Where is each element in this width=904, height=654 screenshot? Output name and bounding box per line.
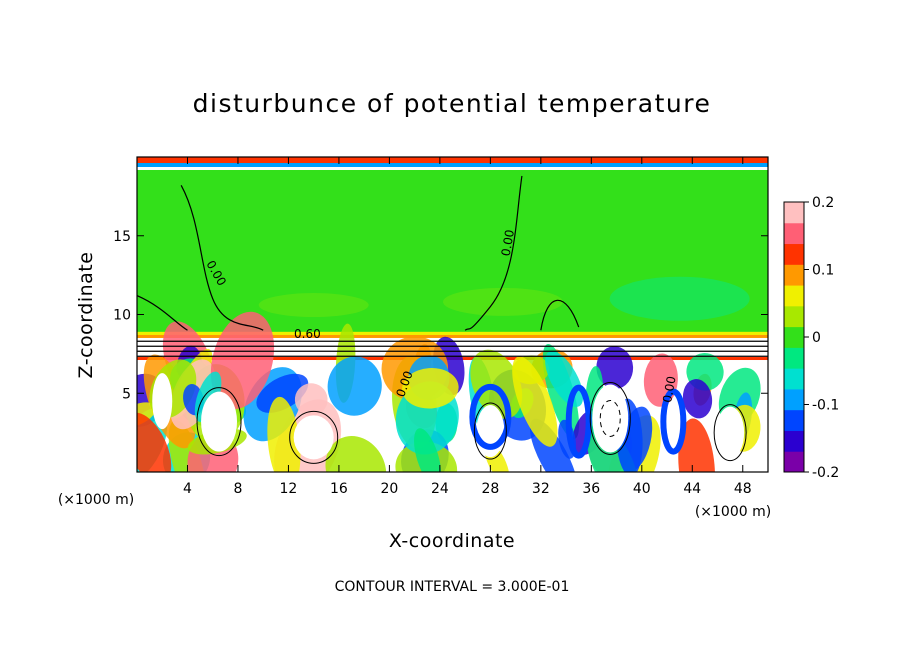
x-tick-label: 12 [280,481,298,497]
x-tick-label: 48 [734,481,752,497]
x-tick-label: 36 [582,481,600,497]
lower-blob [137,412,172,472]
colorbar-swatch [784,451,804,473]
colorbar-swatch [784,430,804,452]
lower-blob [678,418,715,472]
eddy-ring [565,384,592,459]
eddy-core [201,391,238,452]
contour-line [464,175,523,331]
contour-line [180,185,264,331]
field: 0.000.000.600.00 0.00 [137,157,768,472]
y-axis-label: Z-coordinate [75,252,97,379]
colorbar-swatch [784,347,804,369]
lower-blob [682,379,713,419]
colorbar-swatch [784,264,804,286]
lower-blob [470,349,523,419]
top-stripe [137,157,768,163]
x-tick-label: 8 [233,481,242,497]
upper-patch [609,276,750,321]
x-tick-label: 20 [380,481,398,497]
x-tick-label: 40 [633,481,651,497]
colorbar-swatch [784,243,804,265]
colorbar-tick-label: -0.1 [812,398,839,414]
colorbar-swatch [784,222,804,245]
contour-loop [289,410,339,464]
lower-blob [194,371,222,423]
contour-label: 0.00 [660,375,678,404]
lower-blob [327,356,382,416]
contour-loop [196,387,242,457]
eddy-core [716,406,745,459]
colorbar-swatch [784,202,804,224]
y-tick-label: 5 [122,386,131,402]
contour-loop [473,402,507,460]
eddy-core [152,373,173,430]
plot-area: 0.000.000.600.00 0.004 8 12 16 20 24 28 32 36 40 44… [113,156,769,497]
lower-blob [402,368,459,409]
chart-title: disturbunce of potential temperature [193,89,712,118]
colorbar-swatch [784,305,804,328]
colorbar-swatch [784,285,804,307]
x-tick-label: 4 [183,481,192,497]
top-stripe [137,163,768,167]
colorbar-tick-label: 0.2 [812,195,834,211]
eddy-core [293,415,334,460]
colorbar-tick-label: 0 [812,330,821,346]
lower-blob [414,428,442,472]
x-tick-label: 28 [481,481,499,497]
contour-loop [589,381,631,455]
x-unit-right: (×1000 m) [695,504,771,520]
x-unit-left: (×1000 m) [58,492,134,508]
upper-patch [442,287,563,316]
lower-blob [210,311,275,410]
y-tick-label: 15 [113,229,131,245]
contour-interval-note: CONTOUR INTERVAL = 3.000E-01 [335,579,570,595]
top-stripe [137,167,768,170]
contour-line [137,295,188,331]
contour-label: 0.60 [294,327,321,341]
colorbar-swatch [784,409,804,431]
eddy-ring [469,383,512,450]
x-tick-label: 24 [431,481,449,497]
eddy-core [592,384,629,453]
lower-blob [596,346,634,389]
colorbar-swatch [784,368,804,390]
upper-patch [258,293,369,318]
colorbar: 0.2 0.1 0 -0.1 -0.2 [783,195,839,481]
contour-line [540,299,580,331]
colorbar-tick-label: -0.2 [812,465,839,481]
interface-band [137,331,768,336]
colorbar-swatch [784,388,804,411]
x-axis-label: X-coordinate [389,530,515,552]
lower-blob [294,383,328,416]
lower-blob [512,356,558,447]
colorbar-tick-label: 0.1 [812,263,834,279]
contour-loop [713,404,747,462]
x-tick-label: 16 [330,481,348,497]
contour-label: 0.00 [499,229,517,258]
x-tick-label: 32 [532,481,550,497]
lower-blob [325,435,387,472]
colorbar-swatch [784,326,804,348]
lower-blob [267,396,301,472]
eddy-ring [660,388,687,455]
x-tick-label: 44 [683,481,701,497]
y-tick-label: 10 [113,308,131,324]
interface-band [137,334,768,338]
contour-loop-negative [599,399,621,437]
